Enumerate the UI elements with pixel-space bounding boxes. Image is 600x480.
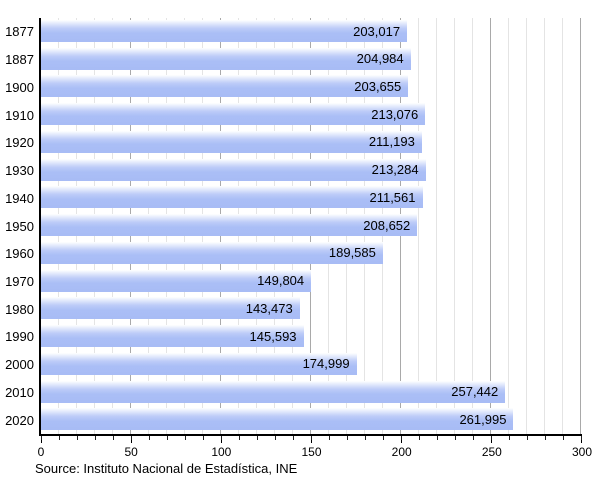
- bar-value-label: 145,593: [249, 328, 297, 344]
- bar-value-label: 203,017: [353, 23, 401, 39]
- bar-row: 149,804: [41, 268, 582, 296]
- y-axis-label: 2010: [5, 384, 34, 400]
- y-axis-label: 2020: [5, 412, 34, 428]
- x-axis-tick-label: 0: [37, 445, 45, 459]
- bar: 174,999: [41, 352, 357, 375]
- bar: 203,655: [41, 75, 409, 98]
- bar-row: 204,984: [41, 46, 582, 74]
- bar-value-label: 211,193: [368, 134, 415, 150]
- bar: 143,473: [41, 297, 300, 320]
- x-axis-tick-label: 250: [481, 445, 502, 459]
- bar-row: 203,655: [41, 73, 582, 101]
- bar-row: 213,284: [41, 157, 582, 185]
- y-axis-label: 1887: [5, 52, 34, 68]
- bar-row: 257,442: [41, 379, 582, 407]
- bar: 145,593: [41, 325, 304, 348]
- bar: 211,193: [41, 130, 422, 153]
- bar-rows: 203,017 204,984 203,655 213,076 211,193 213,2…: [41, 18, 582, 434]
- x-axis-tick-label: 300: [571, 445, 593, 459]
- bar: 203,017: [41, 20, 408, 42]
- bar-value-label: 208,652: [363, 217, 411, 233]
- bar-row: 174,999: [41, 351, 582, 379]
- x-axis-tick-labels: 0 50 100 150 200 250 300: [37, 445, 592, 460]
- bar-row: 208,652: [41, 212, 582, 240]
- bar-value-label: 189,585: [328, 245, 376, 261]
- y-axis-label: 1940: [5, 190, 34, 206]
- bar: 213,076: [41, 103, 426, 126]
- x-axis-tick-label: 100: [211, 445, 232, 459]
- y-axis-label: 1877: [5, 24, 34, 40]
- y-axis-label: 1980: [5, 301, 34, 317]
- y-axis-label: 1970: [5, 273, 34, 289]
- bar-row: 261,995: [41, 406, 582, 434]
- y-axis-label: 1900: [5, 79, 34, 95]
- bar-value-label: 149,804: [257, 273, 305, 289]
- x-axis-tick-label: 50: [124, 445, 138, 459]
- x-axis-tick-label: 200: [391, 445, 412, 459]
- bar: 257,442: [41, 380, 506, 403]
- y-axis-label: 1910: [5, 107, 34, 123]
- bar-row: 211,561: [41, 184, 582, 212]
- y-axis-label: 1950: [5, 218, 34, 234]
- plot-area: 203,017 204,984 203,655 213,076 211,193 213,2…: [39, 18, 582, 436]
- bar-value-label: 203,655: [354, 78, 402, 94]
- bar: 204,984: [41, 47, 411, 70]
- bar-row: 211,193: [41, 129, 582, 157]
- x-axis-tick-label: 150: [301, 445, 322, 459]
- bar-value-label: 213,284: [371, 162, 419, 178]
- y-axis-label: 2000: [5, 357, 34, 373]
- y-axis-label: 1930: [5, 163, 34, 179]
- bar: 208,652: [41, 214, 418, 237]
- bar: 261,995: [41, 408, 514, 431]
- bar-value-label: 257,442: [451, 384, 499, 400]
- bar-row: 189,585: [41, 240, 582, 268]
- bar: 213,284: [41, 158, 426, 181]
- y-axis-label: 1990: [5, 329, 34, 345]
- bar-value-label: 204,984: [356, 51, 404, 67]
- x-axis-minor-ticks: [41, 436, 582, 440]
- source-note: Source: Instituto Nacional de Estadístic…: [35, 461, 298, 476]
- bar: 189,585: [41, 241, 383, 264]
- bar: 211,561: [41, 186, 423, 209]
- bar-row: 203,017: [41, 18, 582, 46]
- y-axis-label: 1960: [5, 246, 34, 262]
- y-axis-label: 1920: [5, 135, 34, 151]
- bar-row: 143,473: [41, 295, 582, 323]
- bar-value-label: 174,999: [302, 356, 350, 372]
- bar-row: 213,076: [41, 101, 582, 129]
- bar: 149,804: [41, 269, 312, 292]
- bar-value-label: 261,995: [459, 411, 507, 427]
- bar-value-label: 211,561: [369, 189, 416, 205]
- bar-value-label: 143,473: [245, 300, 293, 316]
- y-axis-labels: 1877 1887 1900 1910 1920 1930 1940 1950 1960 1970…: [0, 18, 34, 434]
- bar-value-label: 213,076: [371, 106, 419, 122]
- bar-row: 145,593: [41, 323, 582, 351]
